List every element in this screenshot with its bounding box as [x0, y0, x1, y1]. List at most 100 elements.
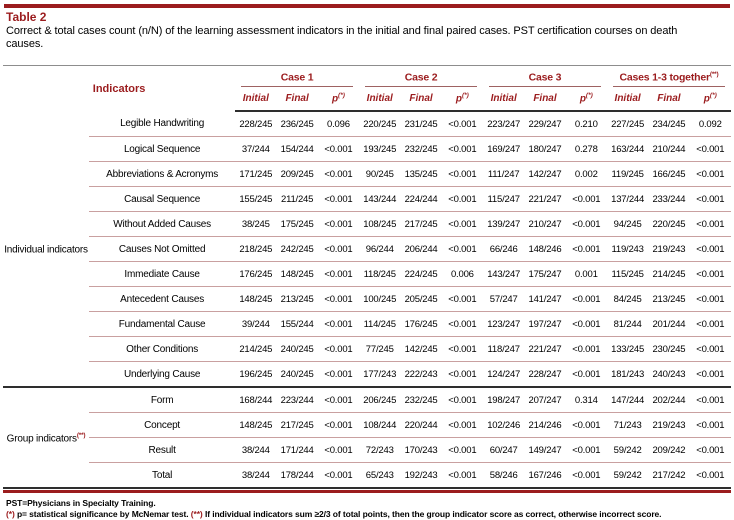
- cell: 229/247: [524, 111, 566, 137]
- cell: <0.001: [441, 437, 484, 463]
- col-header-final: Final: [400, 87, 442, 112]
- cell: 38/244: [241, 469, 270, 481]
- cell: <0.001: [441, 161, 484, 187]
- cell: 180/247: [524, 136, 566, 162]
- table-row: Individual indicators Legible Handwritin…: [3, 111, 731, 256]
- cell: <0.001: [689, 136, 731, 162]
- case2-header: Case 2: [359, 66, 483, 87]
- cell: <0.001: [317, 136, 360, 162]
- cell: 232/245: [400, 136, 442, 162]
- cell: 240/245: [276, 336, 318, 362]
- cell: <0.001: [324, 469, 353, 481]
- cell: 0.096: [317, 111, 360, 137]
- cell: <0.001: [317, 236, 360, 262]
- cell: 214/245: [648, 261, 690, 287]
- cell: 118/247: [483, 336, 525, 362]
- cell: 142/247: [524, 161, 566, 187]
- cell: 168/244: [235, 386, 277, 413]
- cell: 227/245: [606, 111, 649, 137]
- group-label-group: Group indicators(**): [3, 386, 90, 488]
- cell: 149/247: [524, 437, 566, 463]
- cell: 217/245: [276, 412, 318, 438]
- cell: <0.001: [565, 311, 607, 337]
- col-header-p: p(*): [689, 87, 731, 112]
- cell: <0.001: [441, 236, 484, 262]
- cell: 209/242: [648, 437, 690, 463]
- cell: <0.001: [317, 211, 360, 237]
- cell: <0.001: [565, 361, 607, 388]
- cell: 169/247: [483, 136, 525, 162]
- subcol-header-row: Initial Final p(*) Initial Final p(*) In…: [3, 87, 731, 112]
- indicators-header: Indicators: [92, 82, 146, 95]
- cell: 137/244: [606, 186, 649, 212]
- cases-together-header: Cases 1-3 together(**): [607, 66, 731, 87]
- case1-header: Case 1: [235, 66, 359, 87]
- cell: 210/247: [524, 211, 566, 237]
- cell: <0.001: [565, 437, 607, 463]
- cell: 65/243: [365, 469, 394, 481]
- cell: 171/244: [276, 437, 318, 463]
- table-row: Total 38/244 178/244 <0.001 65/243 192/243 <0…: [3, 463, 731, 489]
- cell: 221/247: [524, 336, 566, 362]
- cell: 59/242: [613, 469, 642, 481]
- cell: <0.001: [565, 286, 607, 312]
- col-header-p: p(*): [317, 87, 360, 112]
- cell: 0.210: [565, 111, 607, 137]
- cell: 111/247: [483, 161, 525, 187]
- indicator-label: Abbreviations & Acronyms: [89, 161, 236, 187]
- cell: 37/244: [235, 136, 277, 162]
- cell: 177/243: [359, 361, 401, 388]
- cell: 220/245: [359, 111, 401, 137]
- cell: 228/245: [235, 111, 277, 137]
- cell: 209/245: [276, 161, 318, 187]
- col-header-final: Final: [648, 87, 690, 112]
- cell: <0.001: [317, 437, 360, 463]
- cell: 58/246: [489, 469, 518, 481]
- cell: 213/245: [648, 286, 690, 312]
- table-caption: Correct & total cases count (n/N) of the…: [6, 25, 678, 50]
- cell: <0.001: [317, 336, 360, 362]
- cell: 201/244: [648, 311, 690, 337]
- cell: 142/245: [400, 336, 442, 362]
- cell: 240/245: [276, 361, 318, 388]
- cell: <0.001: [441, 136, 484, 162]
- cell: 220/244: [400, 412, 442, 438]
- cell: 135/245: [400, 161, 442, 187]
- indicator-label: Concept: [89, 412, 236, 438]
- cell: 115/247: [483, 186, 525, 212]
- cell: 217/245: [400, 211, 442, 237]
- cell: 181/243: [606, 361, 649, 388]
- col-header-final: Final: [524, 87, 566, 112]
- cell: 232/245: [400, 386, 442, 413]
- group-label-individual: Individual indicators: [4, 244, 88, 256]
- cell: 223/244: [276, 386, 318, 413]
- footnote-text: p= statistical significance by McNemar t…: [16, 509, 189, 519]
- cell: 175/247: [524, 261, 566, 287]
- cell: 236/245: [276, 111, 318, 137]
- cell: 196/245: [235, 361, 277, 388]
- cell: 218/245: [235, 236, 277, 262]
- col-header-initial: Initial: [606, 87, 649, 112]
- cell: 155/245: [235, 186, 277, 212]
- table-row: Concept 148/245 217/245 <0.001 108/244 220/2…: [3, 412, 731, 438]
- indicator-label: Result: [89, 437, 236, 463]
- footnote-text: If individual indicators sum ≥2/3 of tot…: [204, 509, 662, 519]
- cell: 163/244: [606, 136, 649, 162]
- cell: 123/247: [483, 311, 525, 337]
- table-row: Immediate Cause 176/245 148/245 <0.001 118/…: [3, 261, 731, 287]
- indicator-label: Fundamental Cause: [89, 311, 236, 337]
- cell: 90/245: [359, 161, 401, 187]
- cell: 148/246: [524, 236, 566, 262]
- cell: <0.001: [689, 336, 731, 362]
- cell: <0.001: [565, 236, 607, 262]
- cell: <0.001: [689, 161, 731, 187]
- cell: <0.001: [572, 469, 601, 481]
- indicator-label: Underlying Cause: [89, 361, 236, 388]
- cell: 170/243: [400, 437, 442, 463]
- indicator-label: Legible Handwriting: [89, 111, 236, 137]
- cell: <0.001: [441, 336, 484, 362]
- cell: 176/245: [400, 311, 442, 337]
- cell: 0.001: [565, 261, 607, 287]
- cell: <0.001: [565, 186, 607, 212]
- cell: 77/245: [359, 336, 401, 362]
